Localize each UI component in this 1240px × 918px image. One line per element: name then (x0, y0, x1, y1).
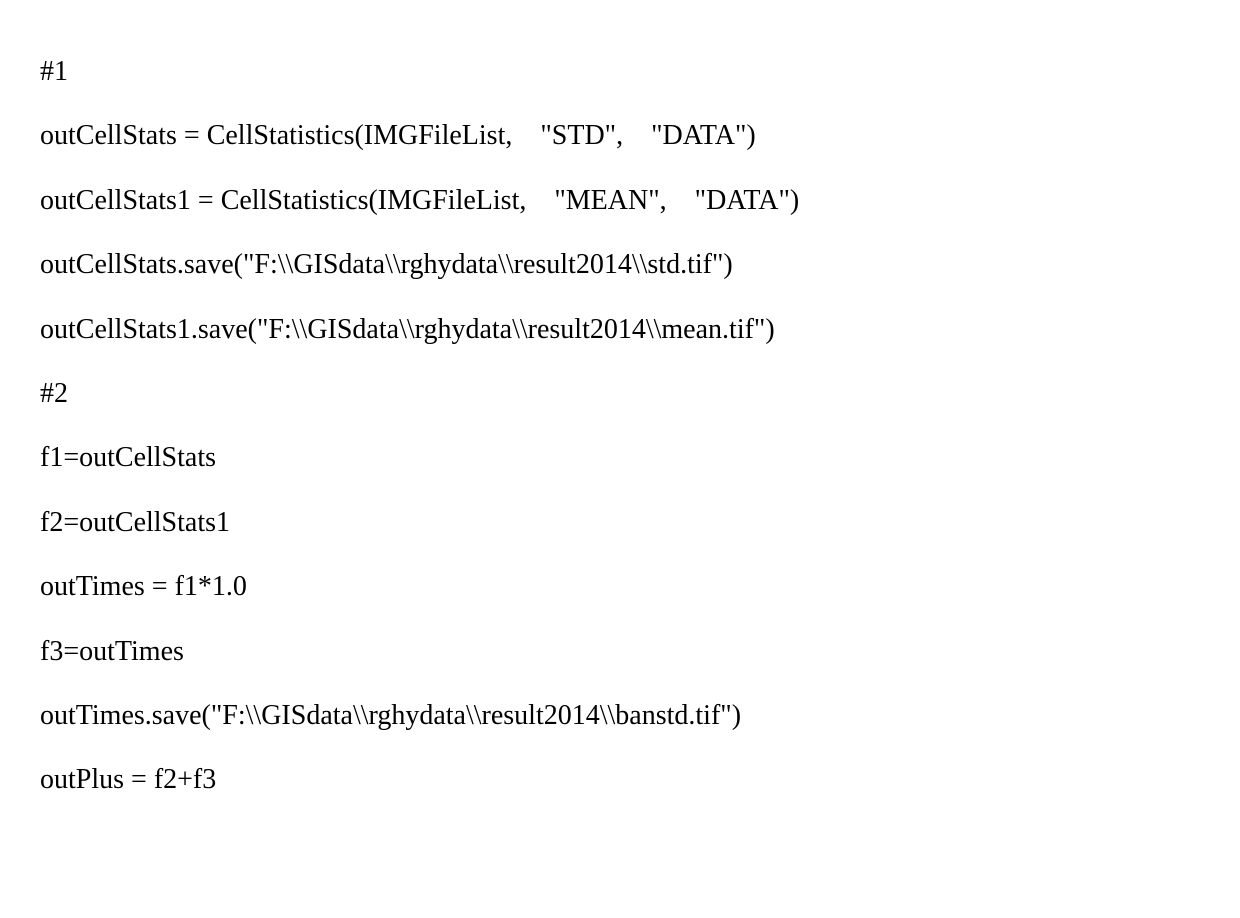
code-line: outCellStats1.save("F:\\GISdata\\rghydat… (40, 298, 1200, 362)
code-line: #1 (40, 40, 1200, 104)
code-line: outTimes.save("F:\\GISdata\\rghydata\\re… (40, 684, 1200, 748)
code-line: f3=outTimes (40, 620, 1200, 684)
code-line: outCellStats.save("F:\\GISdata\\rghydata… (40, 233, 1200, 297)
code-line: outTimes = f1*1.0 (40, 555, 1200, 619)
code-line: outPlus = f2+f3 (40, 748, 1200, 812)
code-line: f1=outCellStats (40, 426, 1200, 490)
code-line: #2 (40, 362, 1200, 426)
code-block: #1 outCellStats = CellStatistics(IMGFile… (40, 40, 1200, 813)
code-line: outCellStats1 = CellStatistics(IMGFileLi… (40, 169, 1200, 233)
code-line: f2=outCellStats1 (40, 491, 1200, 555)
code-line: outCellStats = CellStatistics(IMGFileLis… (40, 104, 1200, 168)
